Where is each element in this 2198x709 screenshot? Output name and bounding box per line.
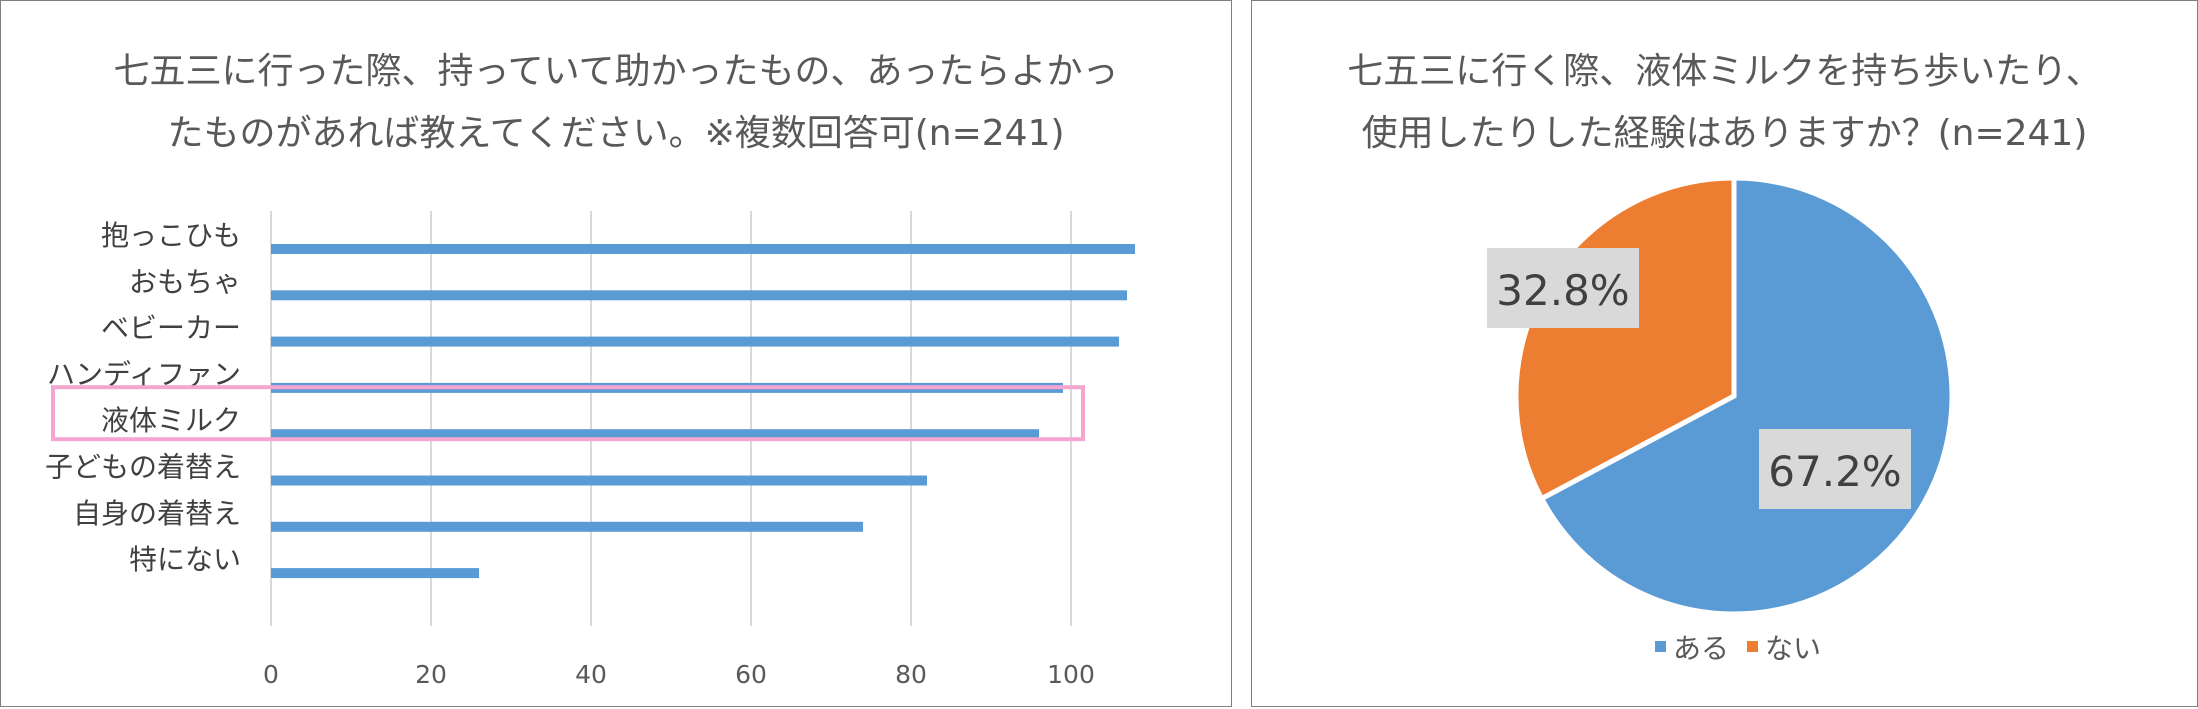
pie-data-label: 32.8% [1496, 266, 1629, 315]
legend-swatch [1655, 641, 1666, 652]
bar-chart-panel: 七五三に行った際、持っていて助かったもの、あったらよかっ たものがあれば教えてく… [0, 0, 1232, 707]
x-tick-label: 40 [575, 660, 607, 689]
bar [271, 290, 1127, 301]
x-tick-label: 60 [735, 660, 767, 689]
category-label: 液体ミルク [101, 404, 241, 437]
pie-chart-panel: 七五三に行く際、液体ミルクを持ち歩いたり、 使用したりした経験はありますか？(n… [1251, 0, 2198, 707]
bar-chart-title-line-1: 七五三に行った際、持っていて助かったもの、あったらよかっ [113, 51, 1119, 92]
pie-chart: 67.2% 32.8% ある ない [1487, 175, 1955, 665]
pie-label-box [1487, 248, 1639, 328]
bar-chart-title: 七五三に行った際、持っていて助かったもの、あったらよかっ たものがあれば教えてく… [1, 41, 1231, 165]
category-label: おもちゃ [129, 265, 241, 298]
pie-chart-title-line-2: 使用したりした経験はありますか？(n=241) [1361, 113, 2088, 154]
bar [271, 475, 927, 486]
bar [271, 568, 479, 579]
category-label: 抱っこひも [101, 219, 241, 252]
pie-data-label: 67.2% [1768, 447, 1901, 496]
bar [271, 521, 863, 532]
highlight-box [51, 385, 1085, 442]
pie-chart-title: 七五三に行く際、液体ミルクを持ち歩いたり、 使用したりした経験はありますか？(n… [1252, 41, 2197, 165]
legend-label: ない [1765, 632, 1821, 665]
bar-chart: 0 20 40 60 80 100抱っこひもおもちゃベビーカーハンディファン液体ミルク子ど… [45, 211, 1135, 689]
x-tick-label: 0 [263, 660, 279, 689]
x-tick-label: 100 [1047, 660, 1095, 689]
x-tick-label: 80 [895, 660, 927, 689]
bar [271, 429, 1039, 440]
category-label: 自身の着替え [73, 497, 241, 530]
legend-swatch [1747, 641, 1758, 652]
bar-chart-title-line-2: たものがあれば教えてください。※複数回答可(n=241) [167, 113, 1065, 154]
category-label: 特にない [129, 543, 241, 576]
category-label: 子どもの着替え [45, 451, 241, 484]
legend-label: ある [1673, 632, 1729, 665]
x-tick-label: 20 [415, 660, 447, 689]
bar [271, 336, 1119, 347]
bar [271, 244, 1135, 254]
pie-chart-title-line-1: 七五三に行く際、液体ミルクを持ち歩いたり、 [1347, 51, 2102, 92]
category-label: ベビーカー [101, 312, 241, 345]
pie-label-box [1759, 429, 1911, 509]
